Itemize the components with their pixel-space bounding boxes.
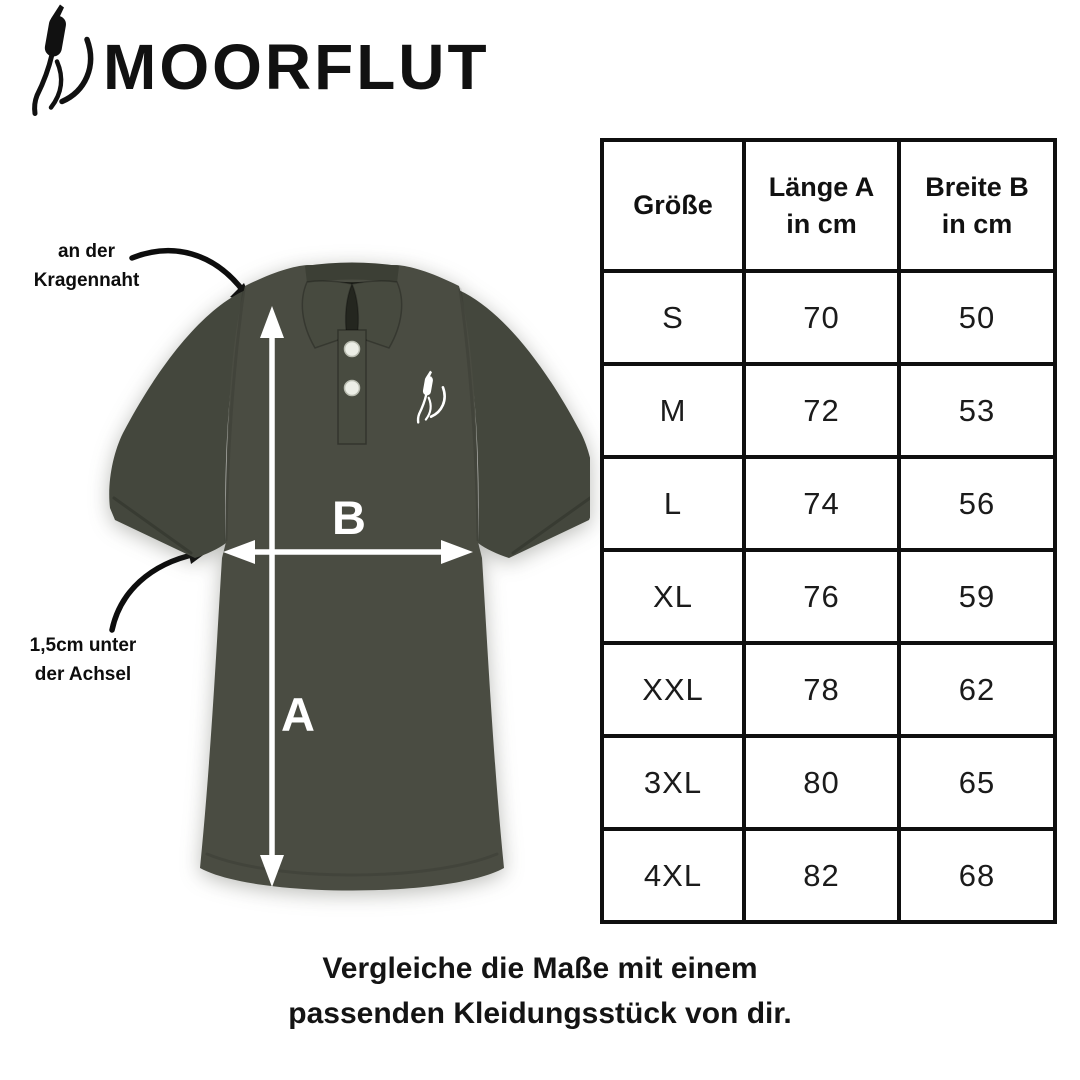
annotation-armpit: 1,5cm unter der Achsel (8, 632, 158, 689)
annotation-collar: an der Kragennaht (14, 238, 159, 295)
size-cell: L (600, 455, 746, 552)
length-cell: 72 (742, 362, 901, 459)
size-cell: M (600, 362, 746, 459)
width-label: B (332, 491, 366, 544)
length-cell: 80 (742, 734, 901, 831)
annotation-armpit-line1: 1,5cm unter (29, 635, 137, 656)
length-cell: 78 (742, 641, 901, 738)
header-length-line2: in cm (786, 208, 857, 239)
size-table-body: S 70 50 M 72 53 L 74 56 XL 76 59 XXL 78 62 3XL 80 65 4XL 82… (600, 269, 1057, 924)
length-label: A (281, 688, 315, 741)
width-cell: 50 (897, 269, 1057, 366)
table-row: S 70 50 (600, 269, 1057, 366)
right-sleeve (454, 288, 595, 558)
polo-shirt-diagram: A B (55, 258, 595, 938)
annotation-collar-line1: an der (57, 241, 116, 262)
width-cell: 65 (897, 734, 1057, 831)
table-row: 4XL 82 68 (600, 827, 1057, 924)
size-table: Größe Länge A in cm Breite B in cm S 70 50… (600, 138, 1057, 924)
header-length-line1: Länge A (768, 172, 875, 203)
header-width-line2: in cm (941, 208, 1013, 239)
annotation-collar-line2: Kragennaht (33, 269, 140, 291)
table-row: XL 76 59 (600, 548, 1057, 645)
footer-note: Vergleiche die Maße mit einem passenden … (0, 946, 1080, 1036)
size-cell: XXL (600, 641, 746, 738)
table-row: XXL 78 62 (600, 641, 1057, 738)
brand-name: MOORFLUT (103, 31, 490, 103)
polo-button-bottom (343, 379, 361, 397)
header-size-line1: Größe (633, 190, 713, 221)
size-cell: 3XL (600, 734, 746, 831)
length-cell: 76 (742, 548, 901, 645)
column-header-length: Länge A in cm (742, 138, 901, 273)
footer-line2: passenden Kleidungsstück von dir. (288, 997, 792, 1030)
table-row: 3XL 80 65 (600, 734, 1057, 831)
size-cell: S (600, 269, 746, 366)
table-row: M 72 53 (600, 362, 1057, 459)
size-table-container: Größe Länge A in cm Breite B in cm S 70 50… (600, 138, 1057, 924)
length-cell: 74 (742, 455, 901, 552)
collar-back-band (305, 262, 399, 283)
width-cell: 59 (897, 548, 1057, 645)
width-cell: 62 (897, 641, 1057, 738)
size-cell: 4XL (600, 827, 746, 924)
annotation-armpit-line2: der Achsel (34, 663, 132, 685)
table-header-row: Größe Länge A in cm Breite B in cm (600, 138, 1057, 273)
cattail-reed-icon (24, 2, 104, 120)
left-sleeve (109, 288, 250, 558)
header-width-line1: Breite B (925, 172, 1029, 203)
table-row: L 74 56 (600, 455, 1057, 552)
column-header-width: Breite B in cm (897, 138, 1057, 273)
polo-button-top (343, 340, 361, 358)
column-header-size: Größe (600, 138, 746, 273)
shirt-body (200, 265, 504, 891)
length-cell: 82 (742, 827, 901, 924)
length-cell: 70 (742, 269, 901, 366)
width-cell: 53 (897, 362, 1057, 459)
size-cell: XL (600, 548, 746, 645)
width-cell: 56 (897, 455, 1057, 552)
footer-line1: Vergleiche die Maße mit einem (322, 952, 758, 985)
width-cell: 68 (897, 827, 1057, 924)
